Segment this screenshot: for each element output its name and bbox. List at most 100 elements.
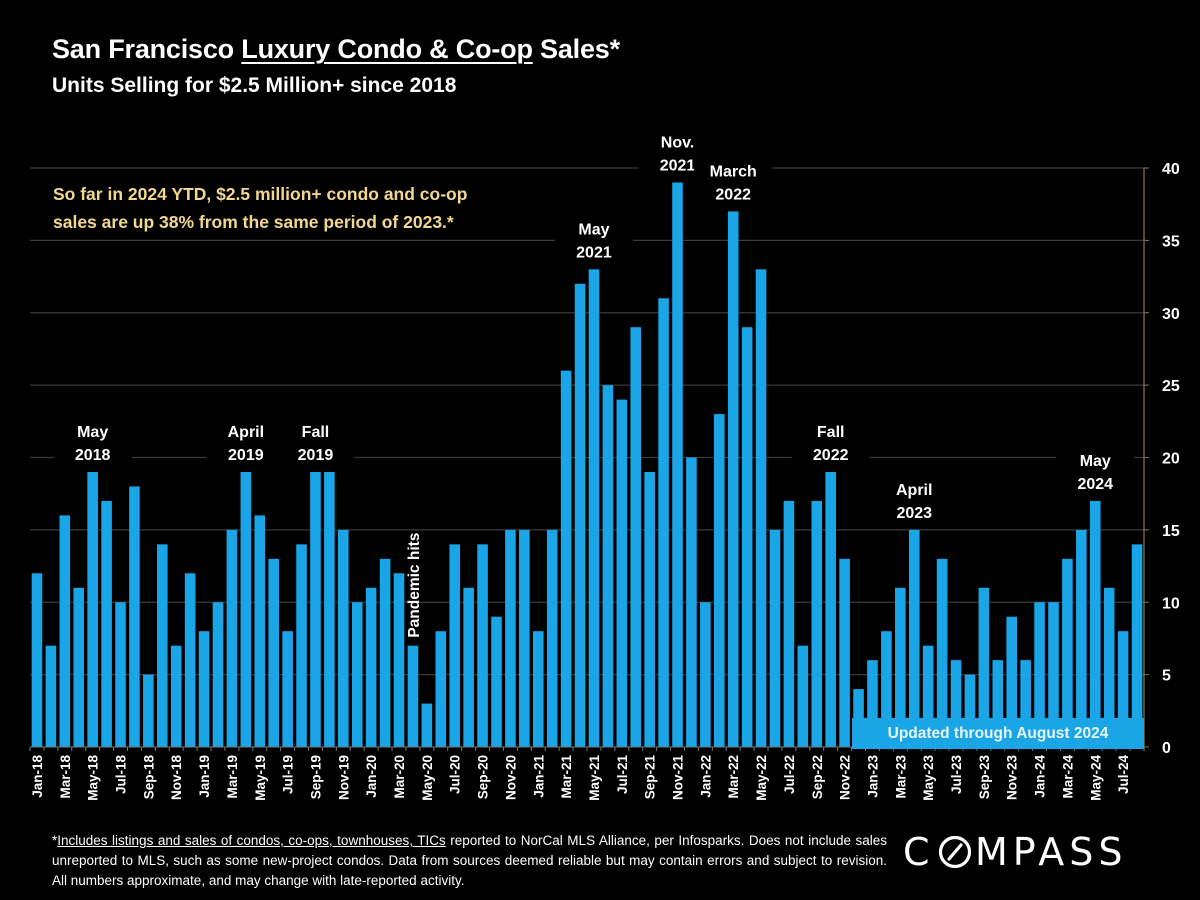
bar (1131, 544, 1143, 747)
x-tick-label: Sep-20 (476, 755, 491, 799)
bar (672, 182, 683, 748)
bar (867, 660, 878, 747)
x-tick-label: Mar-23 (893, 755, 908, 799)
bar (351, 602, 363, 747)
x-tick-label: Jan-22 (698, 755, 713, 798)
x-tick-label: May-19 (253, 755, 268, 801)
compass-logo-text: C (903, 831, 935, 871)
y-tick-label: 15 (1162, 523, 1180, 540)
annotation-label: May (578, 221, 609, 238)
bar (602, 385, 614, 748)
bar (1006, 616, 1017, 747)
bar (630, 327, 642, 747)
bar (783, 500, 795, 747)
bar (505, 529, 516, 748)
bar (1103, 587, 1115, 747)
bar (101, 500, 112, 747)
bar (379, 558, 391, 747)
annotation-label: 2022 (715, 186, 751, 203)
bar (936, 558, 948, 747)
annotation-label: April (228, 424, 264, 441)
bar (198, 631, 210, 747)
x-tick-label: May-22 (754, 755, 769, 801)
bar (435, 631, 447, 747)
bar (87, 471, 98, 747)
annotation-label: 2021 (576, 244, 612, 261)
bar (769, 529, 781, 748)
annotation-label: May (1080, 453, 1111, 470)
bar (922, 645, 934, 747)
bar (226, 529, 238, 748)
bar (825, 471, 836, 747)
y-tick-label: 30 (1162, 306, 1180, 323)
footnote-prefix: * (52, 833, 58, 848)
x-tick-label: Nov-19 (336, 755, 351, 800)
bar (365, 587, 377, 747)
x-tick-label: Jul-21 (615, 755, 630, 795)
bar (31, 573, 43, 747)
bar (616, 399, 628, 747)
callout-text: So far in 2024 YTD, $2.5 million+ condo … (53, 180, 467, 236)
bar (1034, 602, 1045, 747)
annotation-mask (554, 214, 633, 267)
bar (393, 573, 405, 747)
bar (755, 269, 767, 747)
y-tick-label: 10 (1162, 595, 1180, 612)
bar (1048, 602, 1059, 747)
bar (574, 283, 586, 747)
x-tick-label: Jan-21 (531, 755, 546, 798)
bar (839, 558, 850, 747)
x-tick-label: Jan-20 (364, 755, 379, 798)
title-underlined: Luxury Condo & Co-op (241, 34, 533, 64)
bar (978, 587, 990, 747)
annotation-mask (206, 416, 285, 469)
x-tick-label: May-18 (86, 755, 101, 801)
annotation-label: 2024 (1077, 476, 1113, 493)
bar (700, 602, 711, 747)
bar (477, 544, 488, 747)
annotation-mask (276, 416, 355, 469)
annotation-label: 2019 (228, 447, 264, 464)
x-tick-label: Nov-20 (503, 755, 518, 800)
y-tick-label: 25 (1162, 378, 1180, 395)
x-tick-label: Sep-23 (977, 755, 992, 800)
chart-subtitle: Units Selling for $2.5 Million+ since 20… (52, 74, 457, 97)
annotation-label: 2021 (660, 157, 696, 174)
bar (1076, 529, 1087, 748)
x-tick-label: May-23 (921, 755, 936, 801)
bar (129, 486, 140, 747)
x-tick-label: May-20 (420, 755, 435, 801)
bar (1089, 500, 1101, 747)
bar (184, 573, 196, 747)
y-tick-label: 40 (1162, 161, 1180, 178)
x-tick-label: Mar-21 (559, 755, 574, 799)
bar (310, 471, 321, 747)
x-tick-label: Jan-19 (197, 755, 212, 798)
bar (268, 558, 279, 747)
bar (254, 515, 266, 747)
x-tick-label: Mar-22 (726, 755, 741, 799)
bar (449, 544, 460, 747)
bar (686, 457, 697, 747)
x-tick-label: Nov-18 (169, 755, 184, 801)
footnote-underlined: Includes listings and sales of condos, c… (57, 833, 446, 848)
x-tick-label: Jul-23 (949, 755, 964, 795)
bar (212, 602, 224, 747)
bar (324, 471, 335, 747)
bar (546, 529, 558, 748)
annotation-label: Pandemic hits (406, 533, 423, 638)
footnote-rest: reported to NorCal MLS Alliance, per Inf… (52, 833, 887, 888)
bar (881, 631, 892, 747)
x-tick-label: Mar-19 (225, 755, 240, 799)
bar (950, 660, 962, 747)
bar (644, 471, 655, 747)
bar (115, 602, 126, 747)
x-tick-label: May-21 (587, 755, 602, 801)
annotation-label: April (896, 482, 932, 499)
bar (170, 645, 182, 747)
x-tick-label: Sep-19 (308, 755, 323, 799)
annotation-label: May (77, 424, 108, 441)
compass-logo: C MPASS (903, 830, 1153, 880)
annotation-mask (694, 156, 773, 209)
bar (908, 529, 920, 748)
